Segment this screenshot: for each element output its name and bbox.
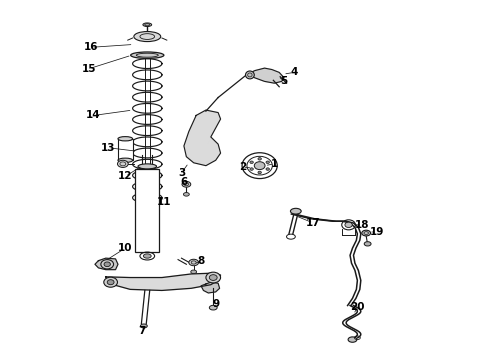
Text: 4: 4 — [290, 67, 297, 77]
Ellipse shape — [182, 181, 191, 187]
Text: 1: 1 — [270, 159, 278, 169]
Ellipse shape — [131, 52, 164, 58]
Ellipse shape — [107, 280, 114, 285]
Ellipse shape — [250, 161, 253, 163]
Ellipse shape — [266, 161, 270, 163]
Ellipse shape — [183, 193, 189, 196]
Polygon shape — [247, 68, 284, 83]
Text: 15: 15 — [81, 64, 96, 74]
Ellipse shape — [254, 162, 265, 170]
Polygon shape — [201, 282, 220, 293]
Ellipse shape — [250, 168, 253, 170]
Ellipse shape — [206, 272, 220, 283]
Ellipse shape — [266, 168, 270, 170]
Text: 18: 18 — [355, 220, 369, 230]
Text: 12: 12 — [118, 171, 132, 181]
Text: 14: 14 — [86, 111, 101, 121]
Text: 10: 10 — [118, 243, 132, 253]
Ellipse shape — [348, 337, 357, 342]
Text: 13: 13 — [101, 143, 116, 153]
Polygon shape — [95, 258, 118, 270]
Text: 7: 7 — [139, 325, 146, 336]
Ellipse shape — [143, 23, 152, 27]
Bar — [118, 139, 133, 160]
Polygon shape — [184, 110, 220, 166]
Text: 16: 16 — [84, 42, 98, 52]
Ellipse shape — [138, 164, 157, 169]
Bar — [135, 169, 159, 252]
Ellipse shape — [101, 260, 114, 269]
Text: 9: 9 — [212, 299, 219, 309]
Ellipse shape — [118, 158, 133, 162]
Ellipse shape — [209, 275, 217, 280]
Ellipse shape — [258, 171, 261, 174]
Text: 5: 5 — [280, 76, 288, 86]
Ellipse shape — [291, 208, 301, 214]
Text: 3: 3 — [178, 168, 185, 178]
Ellipse shape — [118, 136, 133, 141]
Ellipse shape — [362, 230, 370, 236]
Text: 17: 17 — [306, 218, 321, 228]
Ellipse shape — [258, 158, 261, 160]
Text: 19: 19 — [370, 227, 384, 237]
Ellipse shape — [364, 242, 371, 246]
Text: 8: 8 — [197, 256, 205, 266]
Ellipse shape — [209, 305, 217, 310]
Text: 11: 11 — [157, 197, 171, 207]
Ellipse shape — [144, 254, 151, 258]
Text: 20: 20 — [350, 302, 365, 312]
Ellipse shape — [141, 324, 147, 328]
Polygon shape — [106, 273, 220, 291]
Text: 2: 2 — [239, 162, 246, 172]
Ellipse shape — [191, 270, 196, 274]
Ellipse shape — [104, 262, 110, 267]
Ellipse shape — [134, 32, 161, 41]
Ellipse shape — [104, 277, 118, 287]
Ellipse shape — [189, 259, 198, 266]
Ellipse shape — [118, 160, 128, 167]
Ellipse shape — [245, 71, 254, 79]
Text: 6: 6 — [180, 177, 188, 187]
Ellipse shape — [345, 222, 352, 228]
